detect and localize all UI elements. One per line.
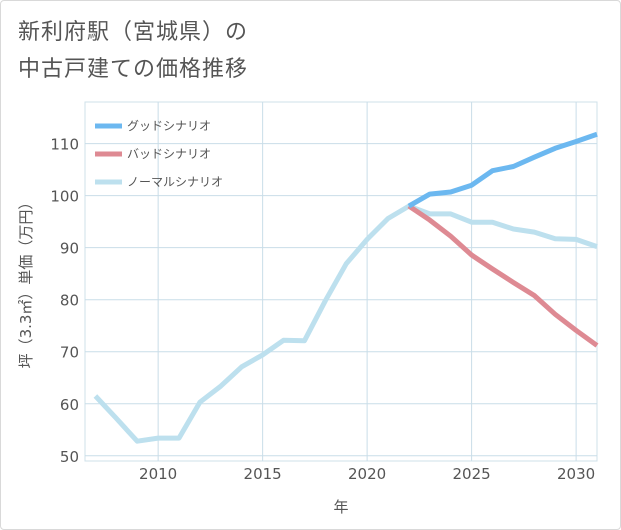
y-tick-label: 80 [60,292,79,310]
x-axis-label: 年 [333,498,348,516]
y-tick-label: 100 [50,188,79,206]
series-line-2 [93,203,598,444]
y-tick-label: 70 [60,344,79,362]
x-tick-label: 2030 [557,465,595,483]
x-tick-label: 2020 [348,465,386,483]
series-line-0 [407,131,598,209]
x-tick-label: 2010 [139,465,177,483]
y-axis-label: 坪（3.3㎡）単価（万円） [17,195,35,369]
series-line-1 [407,204,599,348]
chart-title: 新利府駅（宮城県）の 中古戸建ての価格推移 [18,20,249,82]
plot-area [84,101,598,462]
legend-label-1: バッドシナリオ [127,147,211,161]
legend-label-0: グッドシナリオ [127,119,211,133]
y-tick-label: 90 [60,240,79,258]
y-tick-label: 50 [60,448,79,466]
x-tick-label: 2015 [244,465,282,483]
grid-lines [84,101,598,462]
series-lines [93,131,599,444]
legend-label-2: ノーマルシナリオ [127,175,223,189]
x-tick-label: 2025 [453,465,491,483]
y-tick-label: 60 [60,396,79,414]
y-tick-label: 110 [50,136,79,154]
tick-labels: 50 60 70 80 90 100 110 2010 2015 2020 2025 2030 [50,136,595,483]
